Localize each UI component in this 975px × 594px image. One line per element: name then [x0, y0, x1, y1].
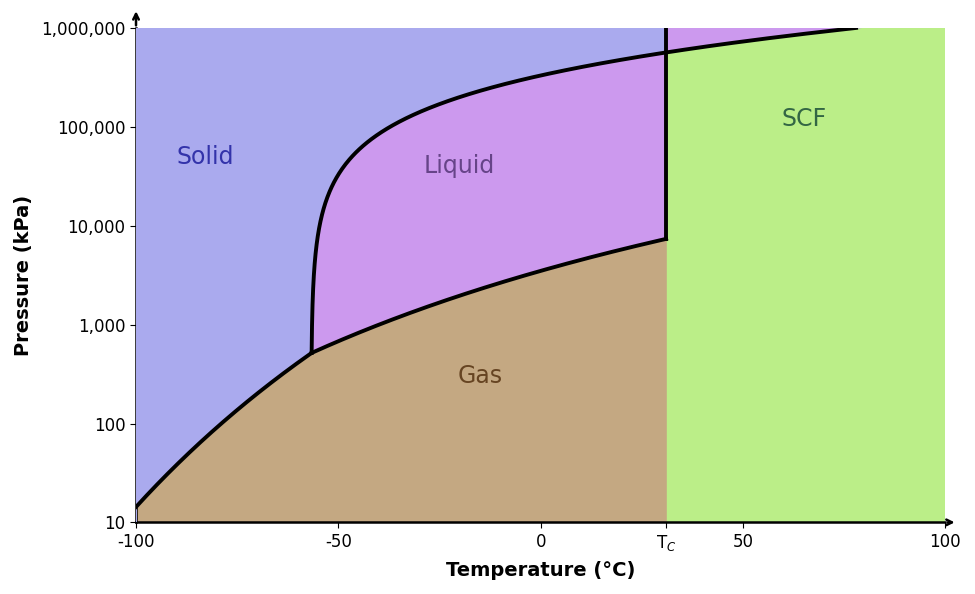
- Text: Liquid: Liquid: [424, 154, 495, 178]
- Polygon shape: [136, 19, 945, 522]
- Y-axis label: Pressure (kPa): Pressure (kPa): [14, 195, 33, 356]
- Text: SCF: SCF: [781, 107, 826, 131]
- Polygon shape: [312, 19, 945, 353]
- Polygon shape: [666, 28, 946, 522]
- X-axis label: Temperature (°C): Temperature (°C): [446, 561, 636, 580]
- Text: Gas: Gas: [457, 364, 502, 388]
- Polygon shape: [136, 239, 666, 522]
- Text: Solid: Solid: [176, 145, 234, 169]
